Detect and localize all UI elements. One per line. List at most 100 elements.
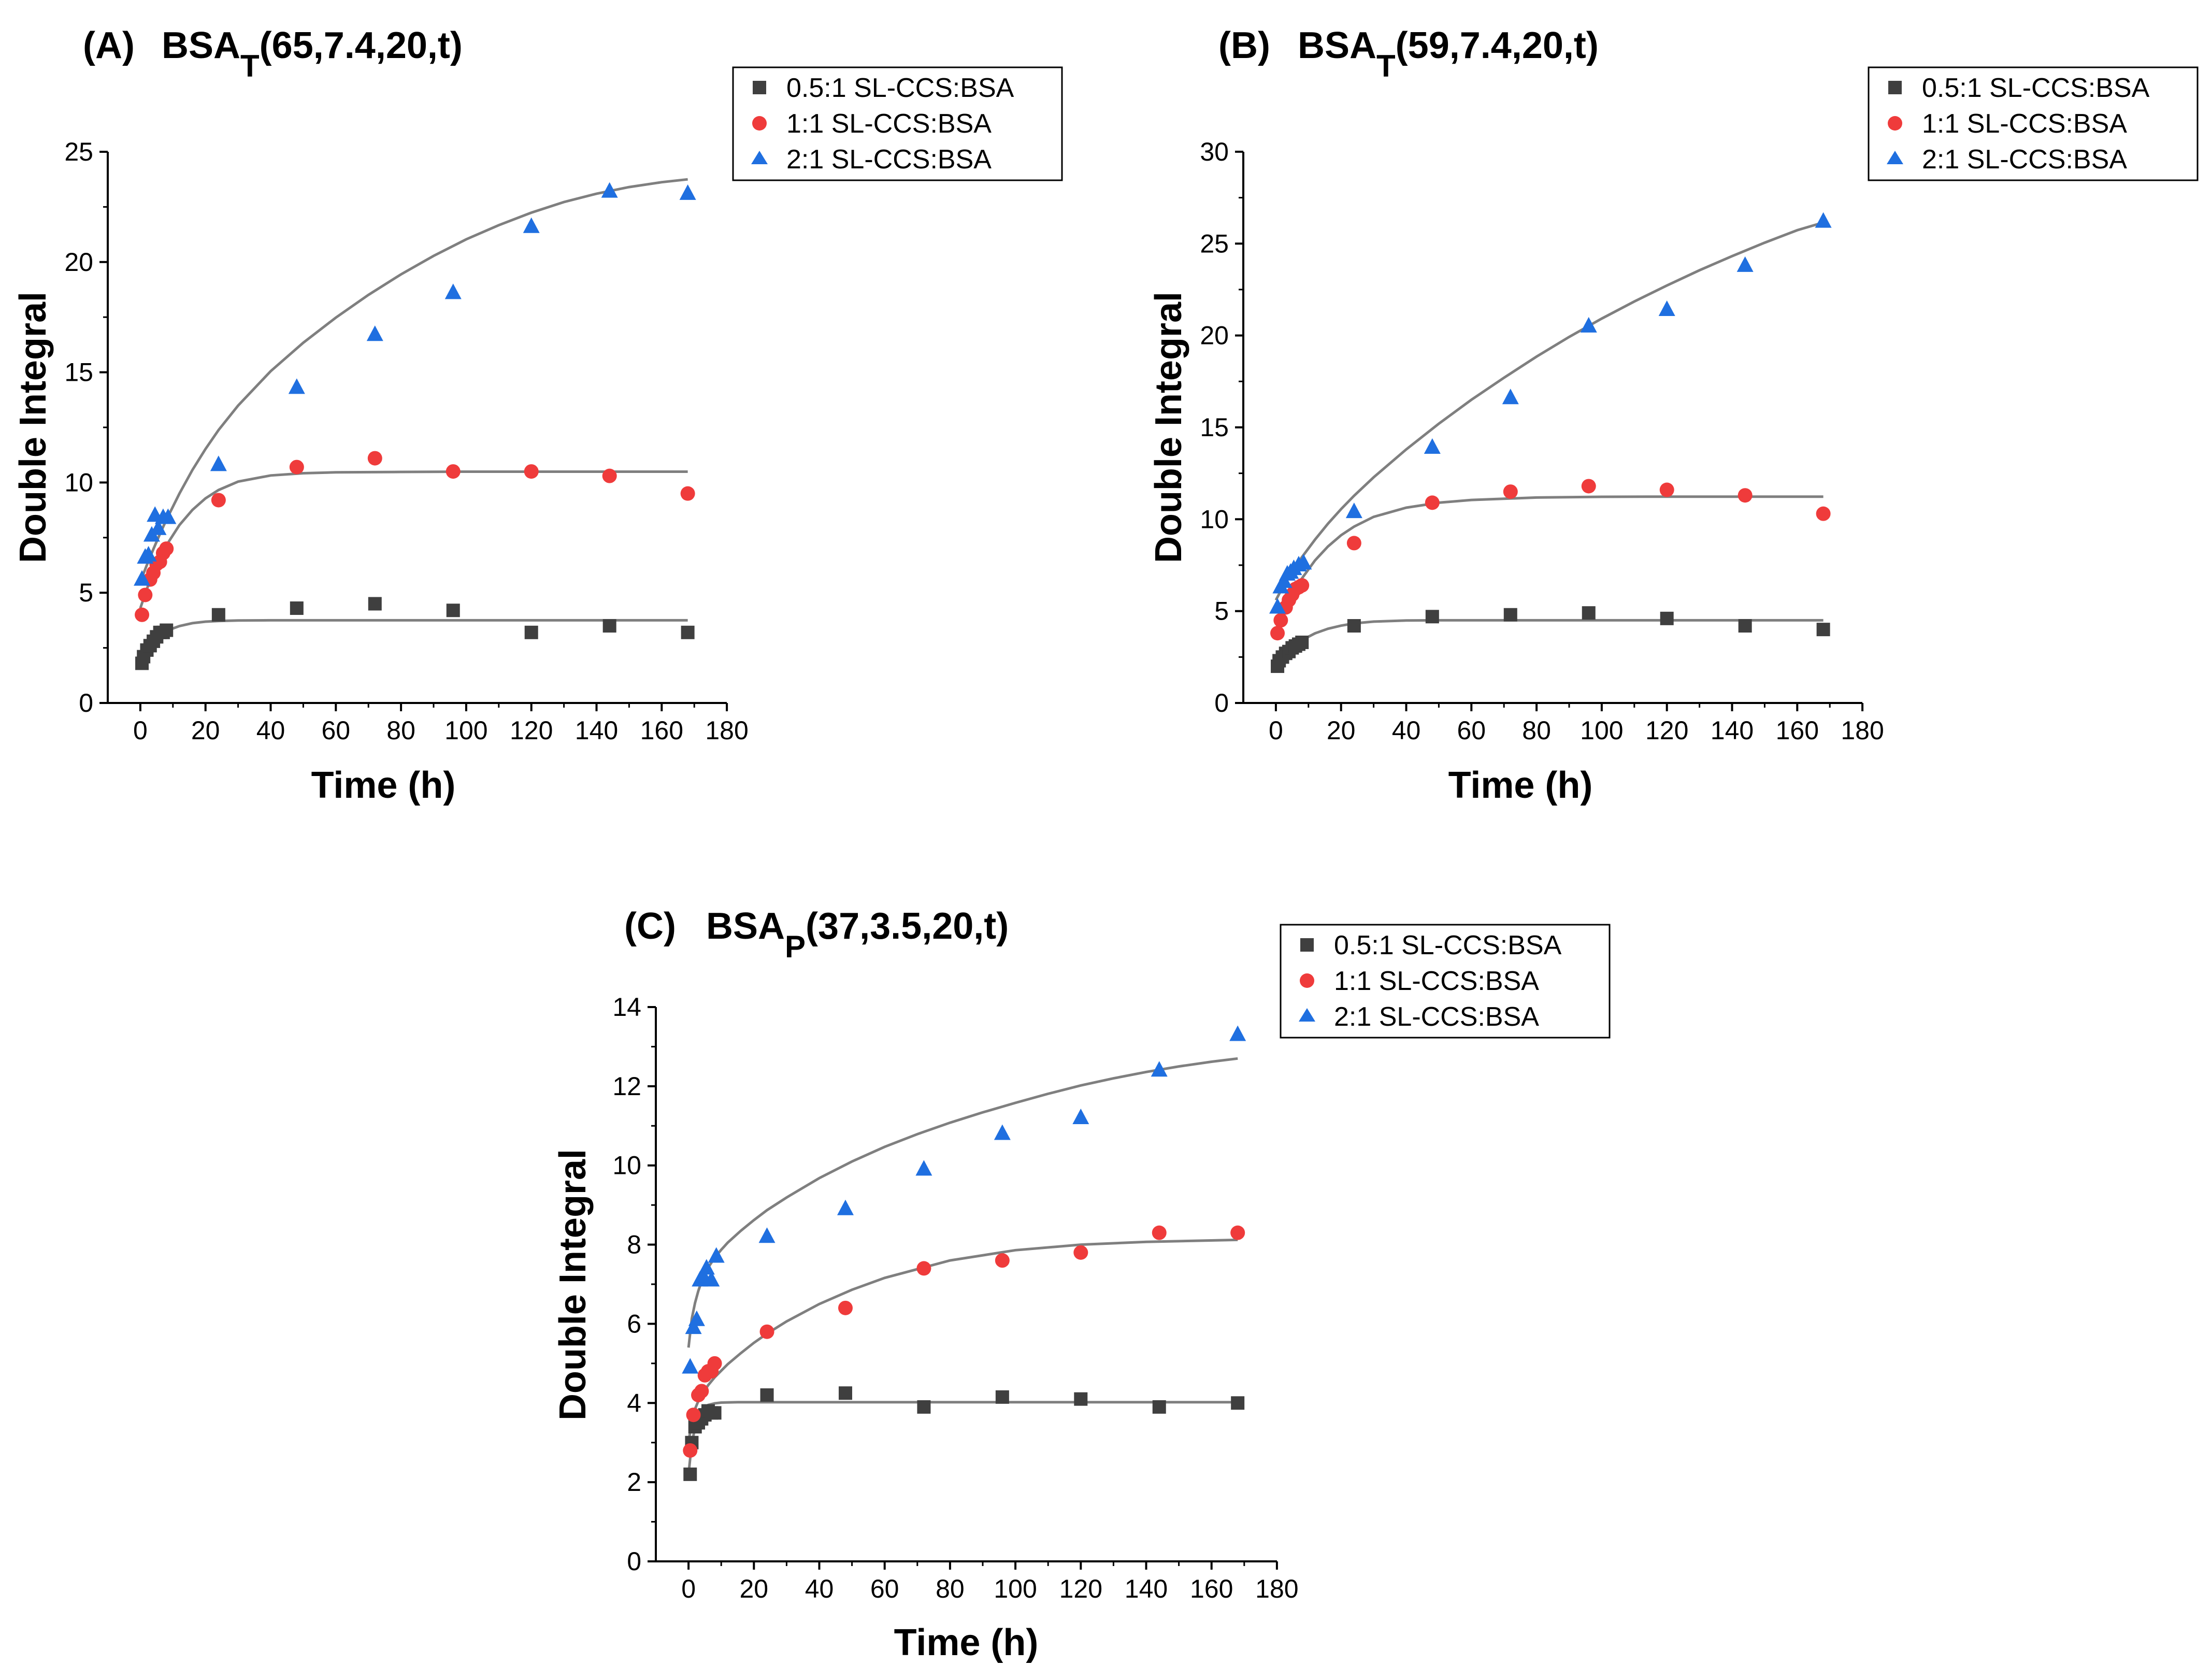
- data-point-circle: [1346, 536, 1361, 551]
- x-tick-label: 20: [1327, 716, 1356, 745]
- x-tick-label: 80: [386, 716, 415, 745]
- legend-box: [1868, 66, 2199, 181]
- data-point-triangle: [288, 378, 305, 394]
- data-point-square: [446, 604, 460, 618]
- title-params: (65,7.4,20,t): [260, 25, 463, 66]
- data-point-square: [1660, 611, 1674, 625]
- data-point-square: [1582, 606, 1596, 620]
- data-point-circle: [602, 468, 617, 483]
- y-axis-label: Double Integral: [552, 1149, 594, 1420]
- data-point-square: [760, 1388, 774, 1402]
- y-tick-label: 14: [612, 993, 641, 1022]
- data-point-triangle: [366, 325, 383, 341]
- chart-title: BSAT(65,7.4,20,t): [162, 25, 463, 83]
- title-main: BSA: [1298, 25, 1376, 66]
- data-point-circle: [1425, 495, 1440, 510]
- data-point-triangle: [679, 184, 696, 200]
- data-point-square: [290, 601, 304, 615]
- panel-c: (C) BSAP(37,3.5,20,t) 0 20 40 60 80 100 120 140…: [552, 906, 1611, 1663]
- data-point-circle: [1816, 506, 1831, 521]
- title-params: (37,3.5,20,t): [806, 906, 1009, 947]
- x-tick-label: 160: [1776, 716, 1819, 745]
- legend: 0.5:1 SL-CCS:BSA 1:1 SL-CCS:BSA 2:1 SL-C…: [1280, 924, 1611, 1039]
- legend-label-1to1: 1:1 SL-CCS:BSA: [1922, 109, 2127, 139]
- data-point-triangle: [444, 283, 462, 299]
- title-subscript: T: [1376, 49, 1396, 83]
- data-point-square: [683, 1467, 697, 1481]
- legend: 0.5:1 SL-CCS:BSA 1:1 SL-CCS:BSA 2:1 SL-C…: [1868, 66, 2199, 181]
- y-axis-label: Double Integral: [1148, 292, 1189, 563]
- data-point-square: [1738, 619, 1752, 633]
- data-point-circle: [211, 493, 226, 508]
- data-point-triangle: [1269, 598, 1286, 614]
- fit-curve-series-3: [687, 1057, 1238, 1348]
- data-point-triangle: [688, 1310, 705, 1326]
- panel-label: (B): [1218, 25, 1270, 66]
- data-point-triangle: [1072, 1108, 1089, 1124]
- y-tick-label: 30: [1200, 137, 1229, 166]
- fit-curve-series-3: [139, 178, 688, 582]
- y-axis-label: Double Integral: [12, 292, 54, 563]
- x-tick-label: 140: [575, 716, 618, 745]
- data-point-circle: [159, 541, 174, 556]
- data-point-circle: [1152, 1225, 1167, 1240]
- data-point-triangle: [685, 1318, 702, 1334]
- plot-marks: 0 20 40 60 80 100 120 140 160 180 0 2 4 6 8 10 12 14: [612, 993, 1298, 1603]
- x-tick-label: 100: [1580, 716, 1623, 745]
- data-point-square: [708, 1406, 722, 1420]
- data-point-circle: [1738, 488, 1753, 503]
- data-point-square: [1816, 623, 1830, 637]
- y-tick-label: 0: [627, 1547, 641, 1576]
- data-point-triangle: [682, 1358, 699, 1374]
- chart-title: BSAT(59,7.4,20,t): [1298, 25, 1599, 83]
- data-point-triangle: [523, 217, 540, 233]
- x-tick-label: 180: [705, 716, 748, 745]
- legend-box: [732, 66, 1063, 181]
- x-tick-label: 160: [640, 716, 683, 745]
- x-tick-label: 80: [936, 1574, 965, 1603]
- panel-a: (A) BSAT(65,7.4,20,t) 0 20 40 60 80 100 120 140…: [12, 25, 1063, 806]
- data-point-circle: [367, 451, 382, 466]
- panel-label: (C): [624, 906, 676, 947]
- legend-marker-triangle: [1887, 151, 1903, 164]
- data-point-square: [1295, 635, 1309, 649]
- y-tick-label: 6: [627, 1309, 641, 1338]
- y-tick-label: 12: [612, 1072, 641, 1101]
- x-tick-label: 0: [681, 1574, 696, 1603]
- x-tick-label: 120: [1645, 716, 1688, 745]
- legend: 0.5:1 SL-CCS:BSA 1:1 SL-CCS:BSA 2:1 SL-C…: [732, 66, 1063, 181]
- data-point-triangle: [210, 455, 227, 471]
- legend-label-2to1: 2:1 SL-CCS:BSA: [1334, 1002, 1539, 1032]
- legend-marker-square: [1300, 938, 1314, 952]
- y-tick-label: 20: [1200, 321, 1229, 350]
- plot-marks: 0 20 40 60 80 100 120 140 160 180 0 5 10 15 20 25: [64, 137, 748, 745]
- data-point-square: [681, 625, 695, 639]
- y-tick-label: 15: [1200, 413, 1229, 442]
- data-point-square: [602, 619, 616, 633]
- data-point-triangle: [1229, 1025, 1246, 1041]
- x-tick-label: 60: [1457, 716, 1486, 745]
- y-tick-label: 5: [1214, 597, 1229, 626]
- y-tick-label: 0: [1214, 688, 1229, 717]
- y-tick-label: 25: [64, 137, 93, 166]
- data-point-circle: [916, 1261, 931, 1276]
- data-point-square: [1425, 610, 1439, 624]
- legend-marker-circle: [1888, 116, 1902, 131]
- x-tick-label: 60: [870, 1574, 899, 1603]
- panel-b: (B) BSAT(59,7.4,20,t) 0 20 40 60 80 100 120 140…: [1148, 25, 2199, 806]
- data-point-circle: [1581, 479, 1596, 494]
- x-axis-label: Time (h): [1448, 765, 1593, 806]
- data-point-circle: [694, 1384, 709, 1399]
- legend-label-2to1: 2:1 SL-CCS:BSA: [786, 145, 992, 175]
- data-point-square: [995, 1390, 1009, 1404]
- data-point-triangle: [698, 1259, 715, 1275]
- data-point-triangle: [915, 1160, 932, 1176]
- y-tick-label: 10: [612, 1151, 641, 1180]
- legend-marker-triangle: [751, 151, 768, 164]
- data-point-triangle: [1424, 438, 1441, 454]
- title-params: (59,7.4,20,t): [1396, 25, 1599, 66]
- x-tick-label: 0: [133, 716, 148, 745]
- data-point-triangle: [1151, 1061, 1168, 1077]
- data-point-square: [368, 597, 382, 611]
